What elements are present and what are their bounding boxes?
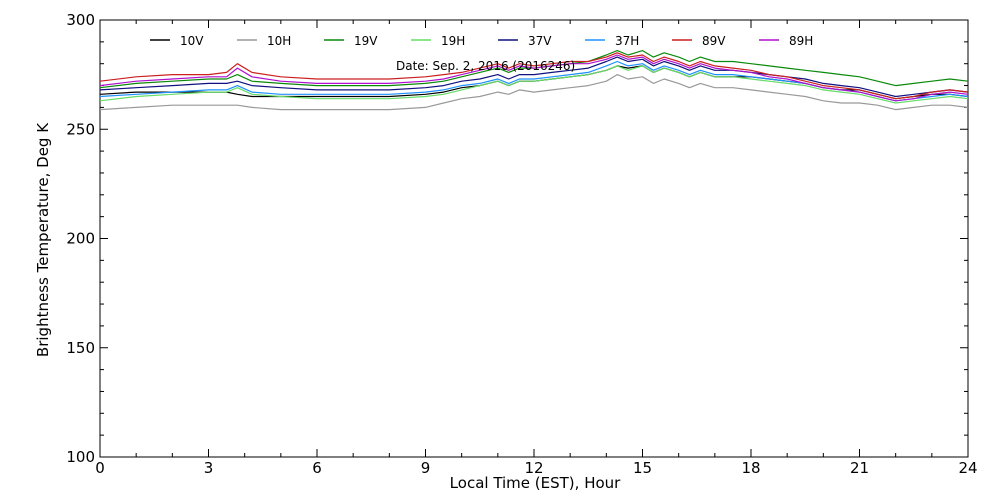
series-line-10h — [99, 73, 969, 111]
series-layer — [99, 49, 969, 111]
x-tick-label: 9 — [421, 459, 431, 477]
legend-label-19v: 19V — [354, 34, 378, 48]
legend: 10V 10H 19V 19H 37V 37H 89V 89H — [150, 34, 813, 48]
x-tick-label: 24 — [958, 459, 977, 477]
axis-ticks: 0 3 6 9 12 15 18 21 24 100 150 200 250 300 — [66, 11, 977, 477]
series-line-89h — [99, 54, 969, 102]
legend-label-37v: 37V — [528, 34, 552, 48]
x-tick-label: 12 — [524, 459, 543, 477]
series-line-89v — [99, 52, 969, 100]
legend-label-89v: 89V — [702, 34, 726, 48]
date-annotation: Date: Sep. 2, 2016 (2016246) — [396, 59, 575, 73]
x-axis-label: Local Time (EST), Hour — [450, 474, 621, 492]
series-line-19v — [99, 49, 969, 89]
series-line-19h — [99, 65, 969, 104]
x-tick-label: 3 — [204, 459, 214, 477]
legend-label-89h: 89H — [789, 34, 813, 48]
x-tick-label: 0 — [95, 459, 105, 477]
y-axis-label: Brightness Temperature, Deg K — [34, 122, 52, 357]
legend-label-19h: 19H — [441, 34, 465, 48]
legend-label-10h: 10H — [267, 34, 291, 48]
y-tick-label: 300 — [66, 11, 95, 29]
y-tick-label: 250 — [66, 120, 95, 138]
x-tick-label: 21 — [850, 459, 869, 477]
y-tick-label: 200 — [66, 230, 95, 248]
x-tick-label: 6 — [312, 459, 322, 477]
x-tick-label: 18 — [741, 459, 760, 477]
x-tick-label: 15 — [633, 459, 652, 477]
legend-label-10v: 10V — [180, 34, 204, 48]
series-line-37v — [99, 56, 969, 98]
legend-label-37h: 37H — [615, 34, 639, 48]
y-tick-label: 150 — [66, 339, 95, 357]
y-tick-label: 100 — [66, 448, 95, 466]
